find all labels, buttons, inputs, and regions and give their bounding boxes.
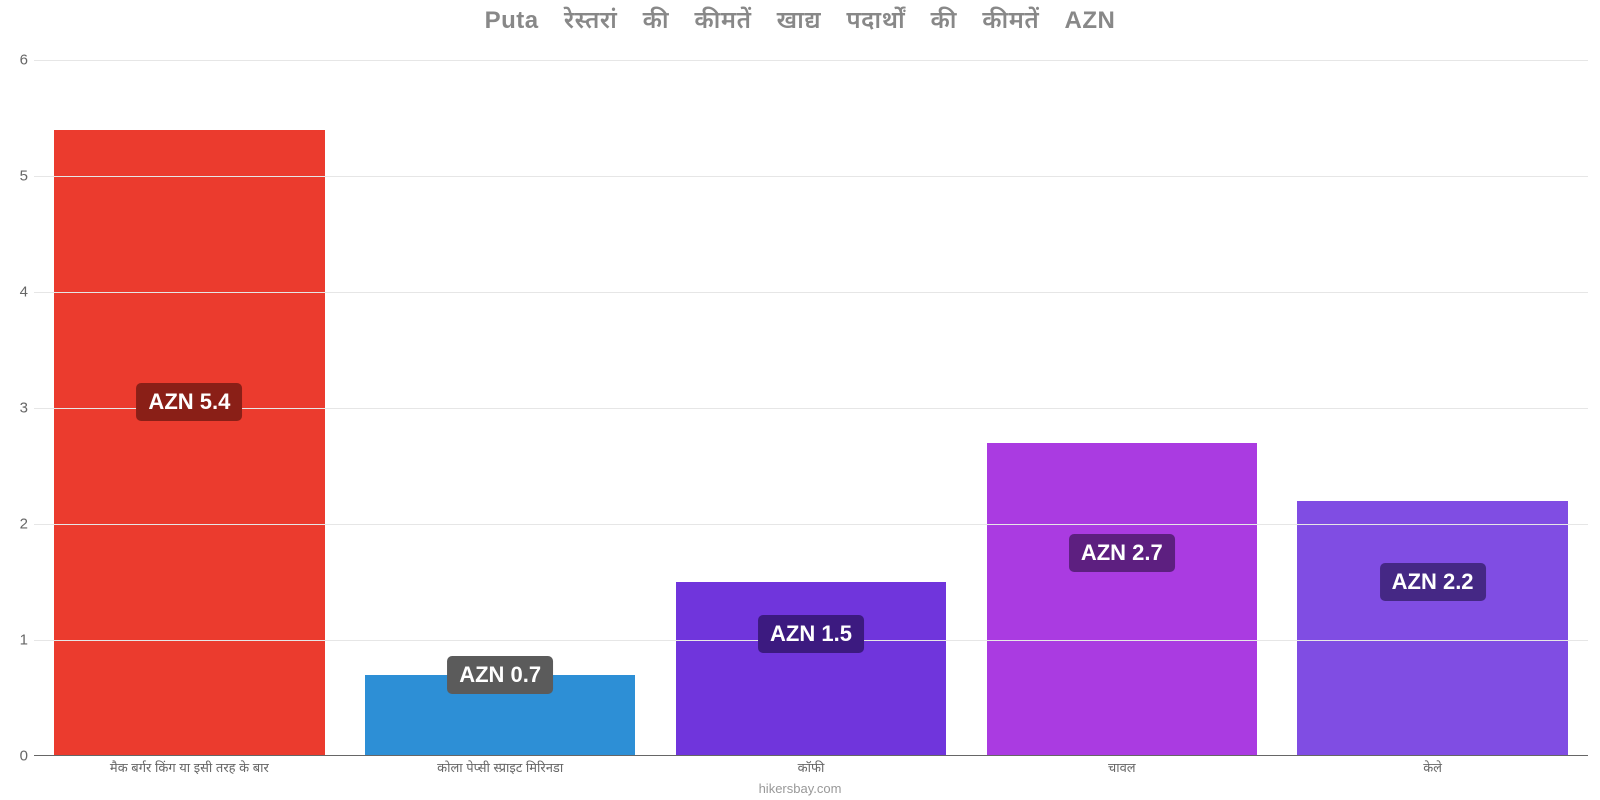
gridline [34, 176, 1588, 177]
bar-value-label: AZN 2.7 [1069, 534, 1175, 572]
ytick-label: 5 [4, 168, 28, 185]
gridline [34, 292, 1588, 293]
bar [54, 130, 324, 756]
xtick-label: मैक बर्गर किंग या इसी तरह के बार [110, 760, 269, 778]
bar-value-wrapper: AZN 0.7 [447, 656, 553, 694]
bar-value-wrapper: AZN 2.2 [1380, 563, 1486, 601]
plot-area: AZN 5.4 AZN 0.7 AZN 1.5 AZN 2.7 AZN 2.2 [34, 60, 1588, 756]
bar-value-wrapper: AZN 5.4 [136, 383, 242, 421]
bar-value-label: AZN 5.4 [136, 383, 242, 421]
x-axis-line [34, 755, 1588, 756]
bar [1297, 501, 1567, 756]
ytick-label: 4 [4, 284, 28, 301]
xtick-label: कोला पेप्सी स्प्राइट मिरिनडा [437, 760, 563, 778]
xtick-label: केले [1423, 760, 1442, 778]
xtick-label: चावल [1108, 760, 1136, 778]
bar-value-wrapper: AZN 1.5 [758, 615, 864, 653]
bar-value-label: AZN 0.7 [447, 656, 553, 694]
gridline [34, 524, 1588, 525]
bar-value-label: AZN 2.2 [1380, 563, 1486, 601]
gridline [34, 60, 1588, 61]
bar [676, 582, 946, 756]
bar-value-wrapper: AZN 2.7 [1069, 534, 1175, 572]
ytick-label: 3 [4, 400, 28, 417]
chart-title: Puta रेस्तरां की कीमतें खाद्य पदार्थों क… [0, 6, 1600, 38]
footer-attribution: hikersbay.com [0, 781, 1600, 796]
ytick-label: 6 [4, 52, 28, 69]
bar [987, 443, 1257, 756]
gridline [34, 408, 1588, 409]
bar-value-label: AZN 1.5 [758, 615, 864, 653]
xtick-label: कॉफी [798, 760, 825, 778]
ytick-label: 0 [4, 748, 28, 765]
ytick-label: 2 [4, 516, 28, 533]
ytick-label: 1 [4, 632, 28, 649]
